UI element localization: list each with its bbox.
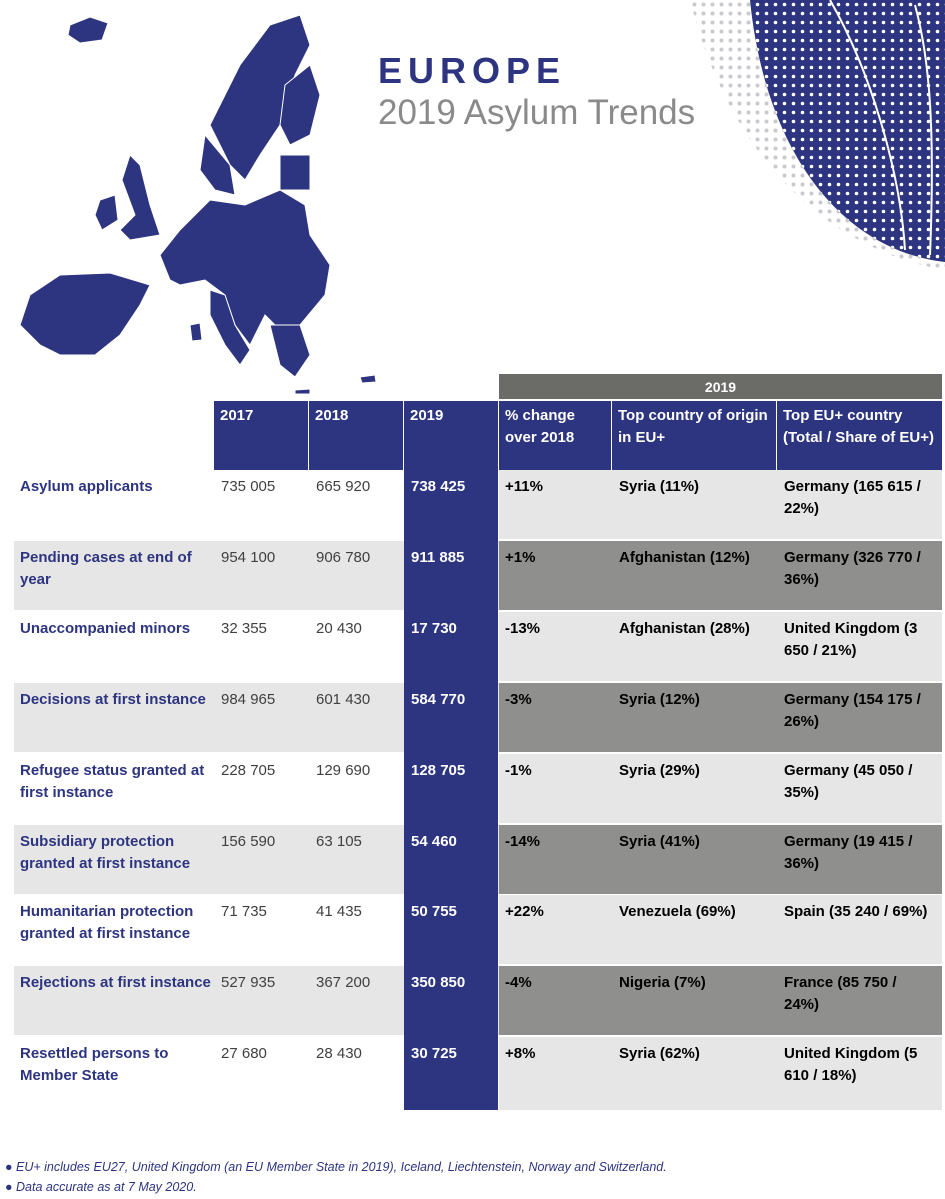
value-2018: 129 690	[316, 762, 371, 779]
value-top-country: Spain (35 240 / 69%)	[784, 903, 928, 920]
row-label: Resettled persons to Member State	[20, 1045, 169, 1084]
value-2019: 54 460	[411, 833, 457, 850]
row-shade	[499, 754, 942, 823]
value-2018: 601 430	[316, 691, 371, 708]
value-2019: 911 885	[411, 549, 465, 566]
column-header-2018: 2018	[309, 401, 403, 470]
value-2018: 20 430	[316, 620, 362, 637]
value-change: +22%	[505, 903, 544, 920]
row-label: Asylum applicants	[20, 478, 153, 495]
value-2018: 665 920	[316, 478, 371, 495]
value-change: +8%	[505, 1045, 536, 1062]
value-2018: 63 105	[316, 833, 362, 850]
value-2018: 28 430	[316, 1045, 362, 1062]
value-change: -4%	[505, 974, 532, 991]
value-2017: 954 100	[221, 549, 276, 566]
value-2017: 156 590	[221, 833, 276, 850]
value-top-country: France (85 750 / 24%)	[784, 974, 897, 1013]
row-shade	[499, 541, 942, 610]
row-label: Rejections at first instance	[20, 974, 211, 991]
value-change: -13%	[505, 620, 541, 637]
row-label: Decisions at first instance	[20, 691, 206, 708]
row-shade	[499, 683, 942, 752]
column-header-change: % change over 2018	[499, 401, 611, 470]
value-2017: 27 680	[221, 1045, 267, 1062]
value-2017: 228 705	[221, 762, 276, 779]
footnote: ● Data accurate as at 7 May 2020.	[5, 1180, 197, 1194]
value-2018: 367 200	[316, 974, 371, 991]
value-2017: 984 965	[221, 691, 276, 708]
page-subtitle: 2019 Asylum Trends	[378, 93, 696, 132]
value-top-country: Germany (154 175 / 26%)	[784, 691, 921, 730]
value-change: +11%	[505, 478, 543, 495]
column-2019-highlight	[404, 470, 498, 1110]
value-change: -3%	[505, 691, 532, 708]
row-shade	[499, 1037, 942, 1110]
column-header-top-country: Top EU+ country (Total / Share of EU+)	[777, 401, 942, 470]
row-label: Refugee status granted at first instance	[20, 762, 205, 801]
row-shade	[499, 470, 942, 539]
row-shade	[499, 895, 942, 964]
value-origin: Syria (62%)	[619, 1045, 700, 1062]
value-2018: 906 780	[316, 549, 371, 566]
row-label: Pending cases at end of year	[20, 549, 192, 588]
column-header-origin: Top country of origin in EU+	[612, 401, 776, 470]
value-2018: 41 435	[316, 903, 362, 920]
value-2019: 350 850	[411, 974, 466, 991]
page-title: EUROPE	[378, 50, 567, 91]
value-2019: 584 770	[411, 691, 466, 708]
row-shade	[499, 825, 942, 894]
row-shade	[499, 612, 942, 681]
europe-map-icon	[19, 14, 377, 395]
value-top-country: Germany (326 770 / 36%)	[784, 549, 921, 588]
value-origin: Syria (29%)	[619, 762, 700, 779]
row-label: Unaccompanied minors	[20, 620, 191, 637]
value-top-country: Germany (19 415 / 36%)	[784, 833, 913, 872]
value-2019: 50 755	[411, 903, 457, 920]
value-origin: Syria (41%)	[619, 833, 700, 850]
value-change: -14%	[505, 833, 541, 850]
value-origin: Afghanistan (12%)	[619, 549, 750, 566]
value-origin: Venezuela (69%)	[619, 903, 736, 920]
value-2019: 17 730	[411, 620, 457, 637]
value-2017: 527 935	[221, 974, 276, 991]
value-change: -1%	[505, 762, 532, 779]
value-origin: Afghanistan (28%)	[619, 620, 750, 637]
value-origin: Nigeria (7%)	[619, 974, 706, 991]
row-shade	[499, 966, 942, 1035]
value-2017: 71 735	[221, 903, 267, 920]
value-origin: Syria (12%)	[619, 691, 700, 708]
row-label: Humanitarian protection granted at first…	[20, 903, 194, 942]
value-origin: Syria (11%)	[619, 478, 700, 495]
value-2017: 32 355	[221, 620, 267, 637]
value-2019: 738 425	[411, 478, 466, 495]
value-top-country: Germany (45 050 / 35%)	[784, 762, 913, 801]
value-2019: 30 725	[411, 1045, 457, 1062]
column-header-2017: 2017	[214, 401, 308, 470]
group-header-2019: 2019	[499, 374, 942, 399]
value-2019: 128 705	[411, 762, 466, 779]
value-change: +1%	[505, 549, 536, 566]
value-2017: 735 005	[221, 478, 276, 495]
value-top-country: United Kingdom (3 650 / 21%)	[784, 620, 918, 659]
value-top-country: Germany (165 615 / 22%)	[784, 478, 921, 517]
column-header-2019: 2019	[404, 401, 498, 470]
row-label: Subsidiary protection granted at first i…	[20, 833, 191, 872]
dotted-circle-decoration	[690, 0, 945, 270]
footnote: ● EU+ includes EU27, United Kingdom (an …	[5, 1160, 667, 1174]
value-top-country: United Kingdom (5 610 / 18%)	[784, 1045, 918, 1084]
